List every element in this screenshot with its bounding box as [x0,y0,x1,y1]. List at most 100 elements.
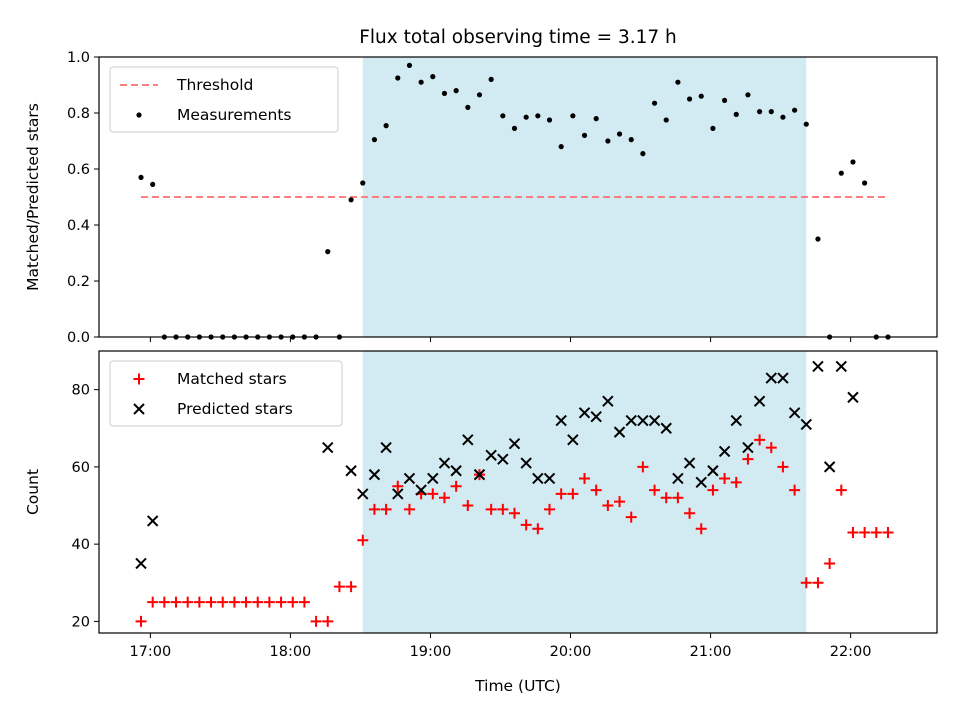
measurement-point [733,111,739,117]
measurement-point [628,137,634,143]
y-tick-label: 0.6 [67,162,90,178]
matched-point [182,596,194,608]
matched-point [847,527,859,539]
measurement-point [605,138,611,144]
matched-point [835,484,847,496]
predicted-point [718,445,731,458]
predicted-point [753,395,766,407]
predicted-point [368,468,381,481]
matched-point [614,496,626,508]
matched-point [800,577,812,589]
matched-point [450,480,462,492]
predicted-point [648,414,661,427]
measurement-point [535,113,541,119]
predicted-point [812,360,824,373]
x-tick-label: 22:00 [830,644,872,660]
predicted-point [567,434,579,446]
legend-box [109,66,339,133]
measurement-point [686,96,693,102]
matched-point [695,523,707,535]
measurement-point [803,121,809,127]
measurement-point [756,109,763,115]
predicted-point [508,438,521,450]
predicted-point [672,472,684,485]
y-tick-label: 1.0 [67,50,90,66]
measurement-point [546,117,553,123]
measurement-point [523,114,529,120]
predicted-point [555,414,567,427]
predicted-point [543,472,556,485]
measurement-point [792,107,798,113]
y-tick-label: 20 [72,614,90,630]
predicted-point [392,488,404,500]
chart-title: Flux total observing time = 3.17 h [359,27,677,48]
matched-point [368,503,380,515]
measurement-point [325,249,331,255]
measurement-point [593,116,599,122]
observing-band [362,351,807,633]
series-measurements [138,62,891,340]
predicted-point [707,465,719,477]
measurement-point [418,79,424,85]
y-tick-label: 40 [72,537,90,553]
matched-point [730,476,742,488]
measurement-point [675,79,681,85]
predicted-point [800,418,812,431]
measurement-point [698,93,704,99]
y-tick-label: 60 [72,460,90,476]
predicted-point [497,453,509,465]
matched-point [765,442,777,454]
predicted-point [730,414,742,427]
axes-frame [98,350,938,634]
matched-point [520,519,532,531]
predicted-point [438,457,451,469]
legend-label: Matched stars [177,370,287,388]
predicted-point [625,414,637,427]
matched-point [240,596,252,608]
matched-point [217,596,229,608]
matched-point [462,500,474,512]
measurement-point [558,144,564,150]
predicted-point [485,449,497,462]
matched-point [824,557,836,569]
predicted-point [823,461,836,473]
predicted-point [357,488,369,500]
matched-point [707,484,719,496]
measurement-point [850,159,856,165]
matched-point [438,492,450,504]
matched-point [625,511,637,523]
matched-point [485,503,497,515]
matched-point [147,596,159,608]
predicted-point [415,484,427,496]
predicted-point [345,465,357,477]
measurement-point [453,88,459,94]
x-tick-label: 17:00 [129,644,171,660]
measurement-point [640,151,646,157]
predicted-point [462,434,474,446]
matched-point [637,461,649,473]
matched-point [287,596,299,608]
y-tick-label: 80 [72,383,90,399]
predicted-point [835,360,848,373]
predicted-point [602,395,614,407]
matched-point [135,615,147,627]
measurement-point [511,125,518,131]
matched-point [228,596,240,608]
matched-point [357,534,369,546]
legend: Matched stars Predicted stars [109,360,343,427]
x-tick-label: 18:00 [270,644,312,660]
matched-point [742,453,754,465]
measurement-point [465,104,471,110]
matched-point [205,596,217,608]
predicted-point [146,515,159,527]
x-tick-label: 20:00 [550,644,592,660]
predicted-point [380,441,392,454]
matched-point [719,472,731,484]
matched-point [684,507,696,519]
y-tick-label: 0.8 [67,106,90,122]
measurement-point [476,92,483,98]
matched-point [345,581,357,593]
matched-point [158,596,170,608]
matched-point [193,596,205,608]
matched-point [660,492,672,504]
